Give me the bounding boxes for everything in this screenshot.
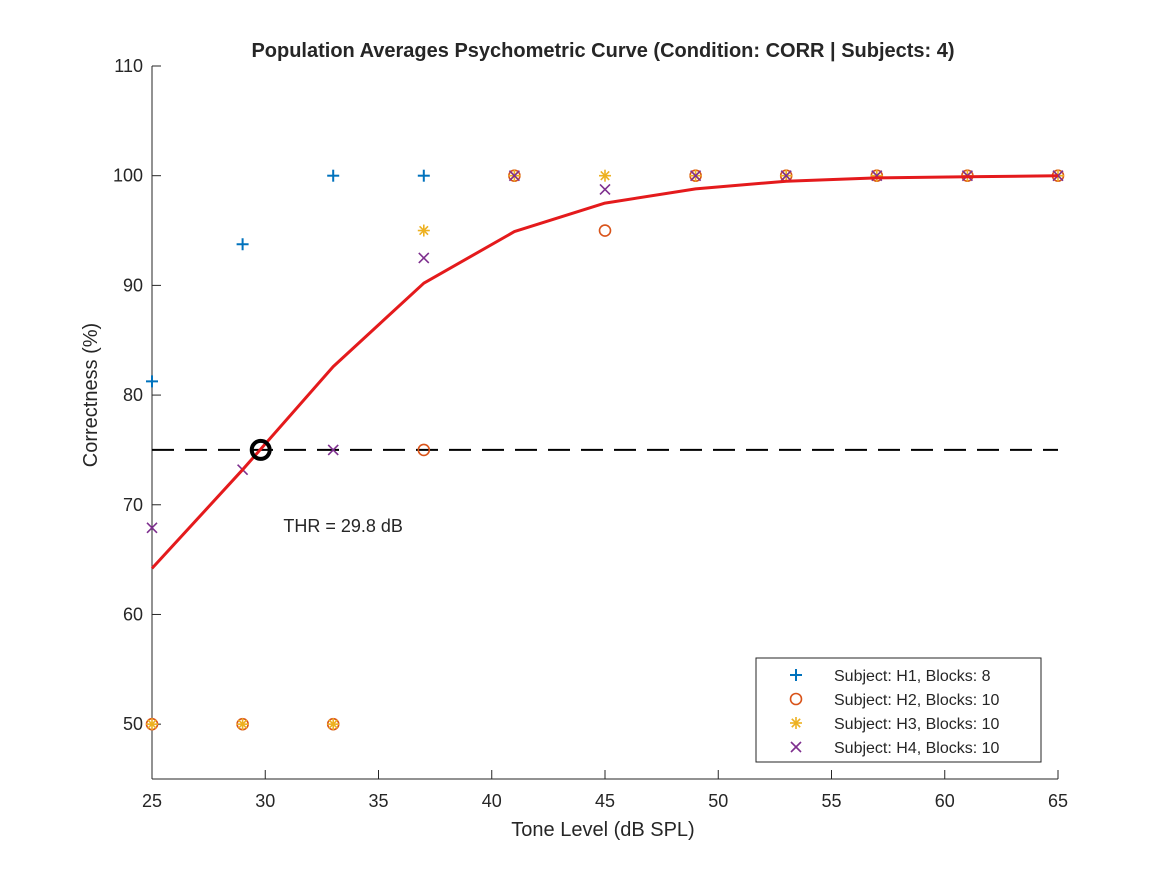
data-point-x xyxy=(1052,170,1064,182)
x-tick-label: 40 xyxy=(482,791,502,811)
x-tick-label: 65 xyxy=(1048,791,1068,811)
data-point-x xyxy=(599,183,611,195)
x-marker-stroke xyxy=(690,170,702,182)
fit-curve-group xyxy=(150,174,1059,570)
data-point-asterisk xyxy=(417,224,430,237)
data-point-x xyxy=(418,252,430,264)
x-marker-stroke xyxy=(508,170,520,182)
asterisk-stroke xyxy=(147,719,157,729)
x-marker-stroke xyxy=(1052,170,1064,182)
data-points xyxy=(145,169,1065,731)
x-marker-stroke xyxy=(599,183,611,195)
threshold-point xyxy=(249,438,272,461)
data-point-plus xyxy=(236,238,249,251)
data-point-asterisk xyxy=(146,718,158,731)
asterisk-stroke xyxy=(791,718,801,728)
data-point-asterisk xyxy=(236,718,249,731)
asterisk-stroke xyxy=(237,719,248,729)
data-point-plus xyxy=(417,169,430,182)
series-4 xyxy=(146,170,1064,534)
legend-label: Subject: H4, Blocks: 10 xyxy=(834,740,1000,757)
x-marker-stroke xyxy=(780,170,792,182)
data-point-x xyxy=(690,170,702,182)
y-tick-label: 60 xyxy=(123,604,143,624)
x-tick-label: 55 xyxy=(821,791,841,811)
x-marker-stroke xyxy=(146,522,158,534)
y-tick-label: 90 xyxy=(123,275,143,295)
legend-marker-asterisk xyxy=(790,717,802,729)
data-point-plus xyxy=(146,375,158,388)
fit-curve xyxy=(150,174,1059,570)
legend-label: Subject: H3, Blocks: 10 xyxy=(834,716,1000,733)
data-point-x xyxy=(508,170,520,182)
x-tick-label: 45 xyxy=(595,791,615,811)
legend-marker-circle xyxy=(789,692,803,706)
axes: 25 30 35 40 45 50 55 60 65 50 60 70 80 90 100 110 xyxy=(113,56,1068,811)
asterisk-stroke xyxy=(328,719,338,729)
x-marker-stroke xyxy=(418,252,430,264)
x-marker-stroke xyxy=(790,741,802,753)
threshold-annotation: THR = 29.8 dB xyxy=(283,516,403,536)
x-axis-label: Tone Level (dB SPL) xyxy=(511,819,694,841)
y-axis-label: Correctness (%) xyxy=(80,323,102,467)
x-tick-label: 35 xyxy=(368,791,388,811)
data-point-x xyxy=(146,522,158,534)
chart-title: Population Averages Psychometric Curve (… xyxy=(251,40,954,62)
x-tick-label: 30 xyxy=(255,791,275,811)
y-tick-label: 70 xyxy=(123,495,143,515)
data-point-x xyxy=(780,170,792,182)
data-point-asterisk xyxy=(327,718,340,731)
data-point-plus xyxy=(327,169,340,182)
x-tick-label: 50 xyxy=(708,791,728,811)
legend-label: Subject: H2, Blocks: 10 xyxy=(834,692,1000,709)
legend-marker-x xyxy=(790,741,802,753)
chart-text: Population Averages Psychometric Curve (… xyxy=(80,40,955,841)
data-point-x xyxy=(327,444,339,456)
asterisk-stroke xyxy=(419,225,429,236)
legend-marker-plus xyxy=(790,669,802,681)
x-tick-label: 25 xyxy=(142,791,162,811)
data-point-circle xyxy=(598,224,612,237)
legend-label: Subject: H1, Blocks: 8 xyxy=(834,668,991,685)
y-tick-label: 100 xyxy=(113,166,143,186)
data-point-circle xyxy=(417,443,431,457)
series-1 xyxy=(146,169,430,388)
legend-box xyxy=(755,657,1042,763)
x-marker-stroke xyxy=(327,444,339,456)
y-tick-label: 80 xyxy=(123,385,143,405)
asterisk-stroke xyxy=(600,170,610,181)
x-tick-label: 60 xyxy=(935,791,955,811)
y-tick-label: 50 xyxy=(123,714,143,734)
legend: Subject: H1, Blocks: 8 Subject: H2, Block… xyxy=(755,657,1042,763)
y-tick-label: 110 xyxy=(114,56,143,76)
data-point-asterisk xyxy=(599,169,611,182)
